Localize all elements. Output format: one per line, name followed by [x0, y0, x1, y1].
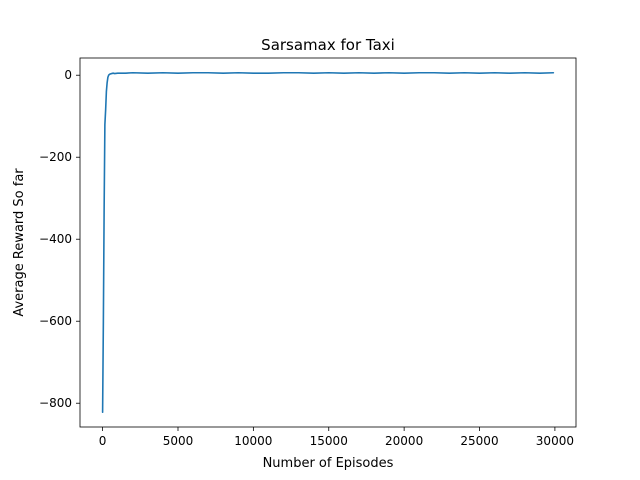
- y-tick-label: −800: [39, 396, 72, 410]
- y-axis-ticks: −800 −600 −400 −200 0: [39, 68, 80, 410]
- x-tick-label: 30000: [536, 434, 574, 448]
- series-line: [101, 71, 555, 414]
- y-tick-label: −200: [39, 150, 72, 164]
- x-axis-ticks: 0 5000 10000 15000 20000 25000 30000: [99, 427, 574, 448]
- y-tick-label: −600: [39, 314, 72, 328]
- axes-frame: [79, 57, 577, 428]
- y-tick-label: −400: [39, 232, 72, 246]
- x-tick-label: 20000: [385, 434, 423, 448]
- x-tick-label: 10000: [234, 434, 272, 448]
- y-axis-label: Average Reward So far: [12, 168, 27, 317]
- x-tick-label: 15000: [310, 434, 348, 448]
- x-tick-label: 0: [99, 434, 107, 448]
- x-tick-label: 5000: [163, 434, 194, 448]
- chart-title: Sarsamax for Taxi: [261, 36, 395, 54]
- y-tick-label: 0: [64, 68, 72, 82]
- x-axis-label: Number of Episodes: [263, 456, 394, 471]
- series-layer: [101, 71, 555, 414]
- x-tick-label: 25000: [460, 434, 498, 448]
- plot-area: 0 5000 10000 15000 20000 25000 30000 −800−600−…: [39, 57, 577, 448]
